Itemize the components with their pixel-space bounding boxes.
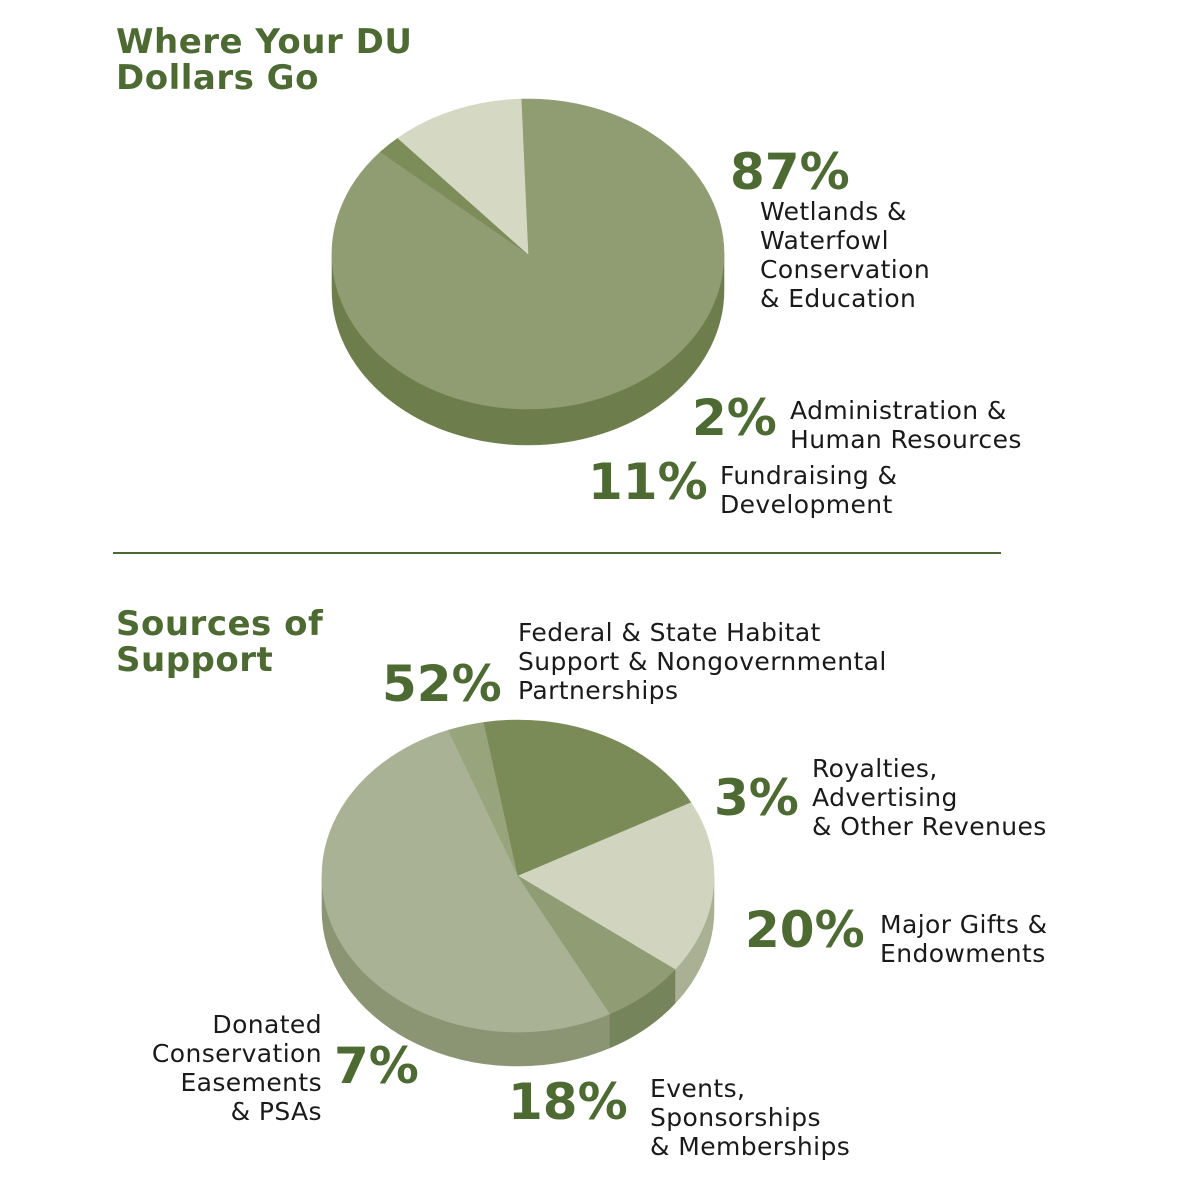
section-divider — [113, 552, 1001, 554]
dollars-tops — [331, 98, 725, 410]
slice-percent-royalties: 3% — [714, 769, 799, 827]
chart-title-dollars: Where Your DU Dollars Go — [116, 22, 413, 98]
support-tops — [321, 719, 715, 1033]
slice-percent-wetlands: 87% — [730, 143, 850, 201]
support-slice-4 — [517, 875, 676, 1015]
dollars-slice-2 — [397, 98, 529, 255]
pie-chart-support — [321, 719, 715, 1067]
slice-percent-events: 18% — [508, 1073, 628, 1131]
slice-label-wetlands: Wetlands & Waterfowl Conservation & Educ… — [760, 197, 931, 313]
slice-percent-donated: 7% — [334, 1037, 419, 1095]
support-slice-0 — [321, 729, 611, 1033]
slice-percent-federal: 52% — [382, 655, 502, 713]
support-slice-2 — [483, 719, 692, 877]
slice-label-major-gifts: Major Gifts & Endowments — [880, 910, 1048, 968]
slice-label-events: Events, Sponsorships & Memberships — [650, 1074, 851, 1161]
chart-title-support: Sources of Support — [116, 604, 324, 680]
slice-label-royalties: Royalties, Advertising & Other Revenues — [812, 754, 1047, 841]
slice-label-donated: Donated Conservation Easements & PSAs — [151, 1010, 322, 1126]
slice-percent-administration: 2% — [692, 389, 777, 447]
slice-label-fundraising: Fundraising & Development — [720, 461, 898, 519]
pie-chart-dollars — [331, 98, 725, 446]
slice-label-administration: Administration & Human Resources — [790, 396, 1022, 454]
support-slice-3 — [517, 802, 715, 970]
slice-percent-major-gifts: 20% — [745, 901, 865, 959]
slice-label-federal: Federal & State Habitat Support & Nongov… — [518, 618, 887, 705]
slice-percent-fundraising: 11% — [588, 453, 708, 511]
